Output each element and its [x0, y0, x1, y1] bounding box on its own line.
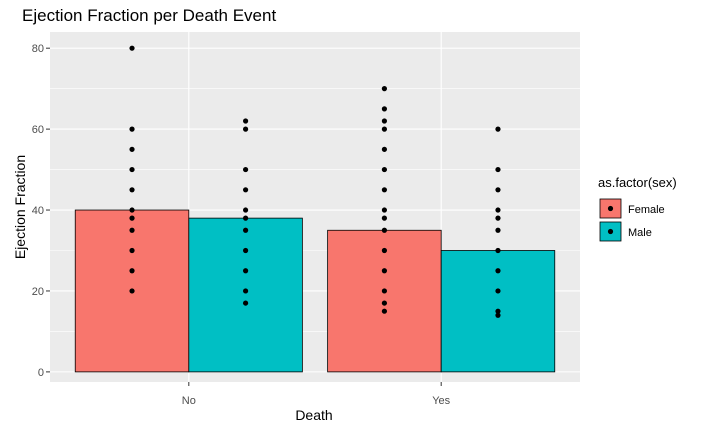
data-point	[381, 247, 388, 254]
legend: as.factor(sex) Female Male	[598, 175, 677, 242]
y-tick-label: 20	[32, 286, 44, 298]
y-tick-label: 0	[38, 367, 44, 379]
data-point	[381, 166, 388, 173]
data-point	[242, 247, 249, 254]
data-point	[381, 126, 388, 132]
x-axis-title: Death	[295, 407, 332, 423]
data-point	[129, 247, 135, 254]
y-tick-label: 40	[32, 205, 44, 217]
data-point	[495, 207, 501, 213]
data-point	[242, 118, 249, 124]
bars	[74, 209, 556, 373]
data-point	[495, 126, 501, 132]
x-tick-label: No	[182, 395, 196, 407]
legend-point	[607, 205, 614, 212]
data-point	[129, 227, 135, 233]
data-point	[129, 207, 135, 213]
y-tick-label: 60	[32, 124, 44, 136]
data-point	[381, 118, 388, 124]
data-point	[242, 227, 249, 233]
data-point	[495, 166, 501, 173]
data-point	[381, 288, 388, 294]
data-point	[129, 146, 135, 152]
x-tick-label: Yes	[432, 395, 450, 407]
data-point	[495, 227, 501, 233]
y-tick-label: 80	[32, 43, 44, 55]
legend-label-male: Male	[628, 227, 652, 239]
data-point	[242, 126, 249, 132]
data-point	[242, 300, 249, 306]
data-point	[381, 86, 388, 92]
data-point	[381, 187, 388, 193]
legend-point	[607, 228, 614, 235]
data-point	[242, 166, 249, 173]
data-point	[495, 215, 501, 221]
data-point	[129, 268, 135, 274]
data-point	[381, 215, 388, 221]
y-axis: 0 20 40 60 80	[32, 43, 50, 379]
y-axis-title: Ejection Fraction	[12, 155, 28, 259]
data-point	[129, 166, 135, 173]
data-point	[495, 312, 501, 318]
data-point	[242, 268, 249, 274]
data-point	[495, 187, 501, 193]
data-point	[129, 215, 135, 221]
data-points	[129, 45, 501, 318]
data-point	[381, 308, 388, 314]
data-point	[381, 300, 388, 306]
data-point	[242, 215, 249, 221]
x-axis: No Yes	[182, 382, 451, 407]
data-point	[129, 45, 135, 51]
data-point	[381, 106, 388, 112]
data-point	[495, 268, 501, 274]
data-point	[381, 146, 388, 152]
data-point	[242, 207, 249, 213]
bar-no-male	[188, 217, 303, 373]
data-point	[495, 308, 501, 314]
data-point	[381, 268, 388, 274]
data-point	[242, 187, 249, 193]
data-point	[381, 227, 388, 233]
legend-label-female: Female	[628, 204, 665, 216]
data-point	[129, 187, 135, 193]
data-point	[129, 288, 135, 294]
legend-title: as.factor(sex)	[598, 175, 677, 190]
data-point	[495, 247, 501, 254]
data-point	[242, 288, 249, 294]
data-point	[495, 288, 501, 294]
data-point	[129, 126, 135, 132]
chart-title: Ejection Fraction per Death Event	[22, 6, 276, 25]
data-point	[381, 207, 388, 213]
